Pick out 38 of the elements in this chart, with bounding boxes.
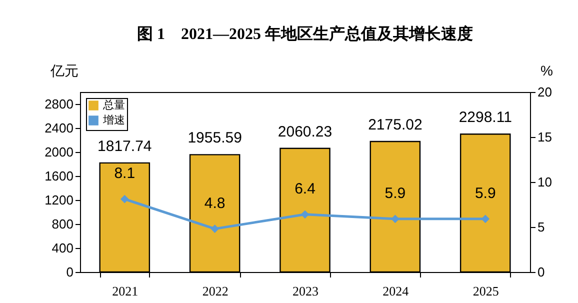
- data-label: 1817.74: [98, 138, 152, 155]
- y2-tick-label: 20: [538, 84, 552, 100]
- bar: [189, 154, 240, 273]
- y2-tick-label: 0: [538, 264, 545, 280]
- y-tick-label: 2800: [44, 96, 74, 112]
- y-tick-label: 0: [66, 264, 74, 280]
- data-label: 2060.23: [278, 123, 332, 140]
- y-tick-label: 1200: [44, 192, 74, 208]
- data-label: 8.1: [114, 165, 136, 182]
- y-tick-label: 1600: [44, 168, 74, 184]
- x-tick-label: 2023: [292, 284, 318, 298]
- y2-axis-title: %: [540, 62, 553, 78]
- point: [300, 210, 310, 219]
- chart-title: 图 1 2021—2025 年地区生产总值及其增长速度: [137, 24, 473, 43]
- data-label: 2298.11: [458, 109, 512, 126]
- legend-label: 总量: [102, 98, 125, 112]
- data-label: 5.9: [474, 184, 496, 202]
- y-tick-label: 2400: [44, 120, 74, 136]
- x-tick-label: 2024: [382, 284, 410, 298]
- data-label: 2175.02: [368, 116, 422, 134]
- x-tick-label: 2022: [202, 284, 228, 298]
- x-tick-label: 2025: [472, 284, 499, 298]
- y-tick-label: 800: [52, 216, 74, 232]
- data-label: 1955.59: [188, 130, 242, 147]
- y2-tick-label: 5: [538, 220, 545, 234]
- y-tick-label: 2000: [44, 144, 74, 160]
- y-tick-label: 400: [52, 240, 74, 256]
- data-label: 5.9: [384, 184, 406, 202]
- data-label: 6.4: [294, 180, 316, 198]
- y2-tick-label: 10: [538, 174, 552, 190]
- data-label: 4.8: [204, 194, 226, 212]
- legend-label: 增速: [102, 114, 125, 126]
- x-tick-label: 2021: [112, 284, 138, 298]
- point: [481, 214, 490, 224]
- point: [210, 224, 220, 233]
- y-axis-title: 亿元: [50, 62, 78, 78]
- point: [120, 194, 129, 204]
- y2-tick-label: 15: [538, 130, 552, 144]
